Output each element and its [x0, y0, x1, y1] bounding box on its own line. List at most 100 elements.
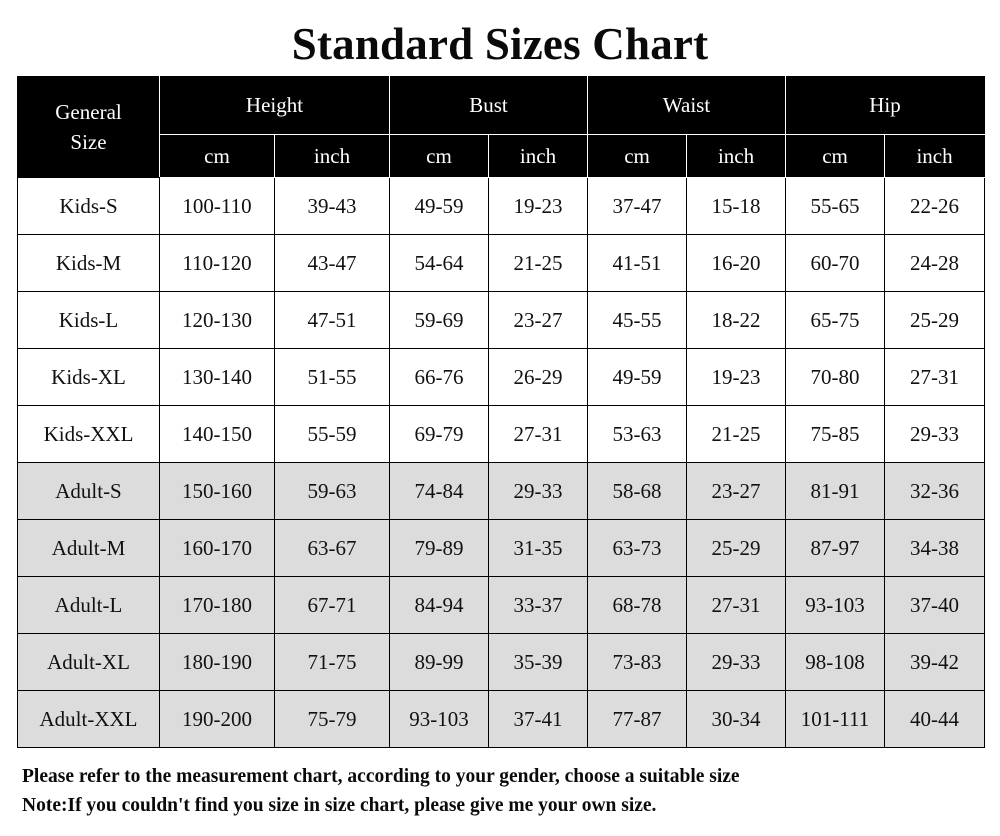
table-row: Kids-XL 130-140 51-55 66-76 26-29 49-59 19-23 7… [17, 348, 986, 406]
cell-height-inch: 67-71 [274, 576, 390, 634]
cell-waist-cm: 41-51 [587, 234, 688, 292]
note-line-2: Note:If you couldn't find you size in si… [22, 795, 657, 816]
size-table: General Size Height Bust Waist Hip cm in… [17, 76, 986, 748]
cell-hip-inch: 27-31 [884, 348, 986, 406]
header-waist: Waist [587, 76, 787, 135]
cell-height-inch: 47-51 [274, 291, 390, 349]
cell-height-cm: 150-160 [159, 462, 275, 520]
cell-height-cm: 100-110 [159, 177, 275, 235]
table-row: Adult-L 170-180 67-71 84-94 33-37 68-78 27-31 9… [17, 576, 986, 634]
general-size-header: General Size [17, 76, 160, 178]
cell-waist-cm: 49-59 [587, 348, 688, 406]
size-label-cell: Adult-S [17, 462, 160, 520]
cell-waist-inch: 30-34 [686, 690, 787, 748]
cell-waist-inch: 23-27 [686, 462, 787, 520]
cell-height-inch: 51-55 [274, 348, 390, 406]
cell-waist-inch: 16-20 [686, 234, 787, 292]
cell-hip-cm: 87-97 [785, 519, 886, 577]
cell-bust-inch: 33-37 [487, 576, 589, 634]
table-row: Adult-XXL 190-200 75-79 93-103 37-41 77-87 30-… [17, 690, 986, 748]
general-size-label-line1: General [55, 100, 122, 124]
cell-height-cm: 120-130 [159, 291, 275, 349]
cell-height-cm: 110-120 [159, 234, 275, 292]
cell-height-inch: 71-75 [274, 633, 390, 691]
cell-bust-inch: 26-29 [487, 348, 589, 406]
table-header: General Size Height Bust Waist Hip cm in… [17, 76, 986, 178]
size-label-cell: Kids-XL [17, 348, 160, 406]
cell-bust-cm: 93-103 [389, 690, 489, 748]
cell-hip-cm: 98-108 [785, 633, 886, 691]
unit-bust-cm: cm [389, 134, 489, 178]
cell-bust-cm: 84-94 [389, 576, 489, 634]
size-label-cell: Kids-XXL [17, 405, 160, 463]
size-label-cell: Kids-L [17, 291, 160, 349]
cell-hip-cm: 101-111 [785, 690, 886, 748]
cell-waist-inch: 19-23 [686, 348, 787, 406]
cell-hip-cm: 81-91 [785, 462, 886, 520]
cell-hip-inch: 34-38 [884, 519, 986, 577]
cell-hip-inch: 25-29 [884, 291, 986, 349]
cell-bust-cm: 49-59 [389, 177, 489, 235]
cell-bust-cm: 69-79 [389, 405, 489, 463]
cell-bust-inch: 31-35 [487, 519, 589, 577]
table-row: Adult-M 160-170 63-67 79-89 31-35 63-73 25-29 8… [17, 519, 986, 577]
cell-bust-cm: 79-89 [389, 519, 489, 577]
note-line-1: Please refer to the measurement chart, a… [22, 766, 740, 787]
cell-waist-inch: 21-25 [686, 405, 787, 463]
cell-bust-cm: 59-69 [389, 291, 489, 349]
header-group-row: General Size Height Bust Waist Hip [17, 76, 986, 178]
cell-hip-cm: 65-75 [785, 291, 886, 349]
cell-bust-inch: 27-31 [487, 405, 589, 463]
cell-height-inch: 59-63 [274, 462, 390, 520]
cell-bust-inch: 37-41 [487, 690, 589, 748]
cell-hip-cm: 75-85 [785, 405, 886, 463]
unit-height-inch: inch [274, 134, 390, 178]
unit-hip-cm: cm [785, 134, 886, 178]
table-row: Kids-S 100-110 39-43 49-59 19-23 37-47 15-18 55… [17, 177, 986, 235]
cell-waist-cm: 68-78 [587, 576, 688, 634]
cell-hip-inch: 39-42 [884, 633, 986, 691]
cell-height-cm: 160-170 [159, 519, 275, 577]
table-row: Kids-L 120-130 47-51 59-69 23-27 45-55 18-22 65… [17, 291, 986, 349]
cell-bust-inch: 21-25 [487, 234, 589, 292]
table-row: Adult-S 150-160 59-63 74-84 29-33 58-68 23-27 8… [17, 462, 986, 520]
cell-bust-cm: 54-64 [389, 234, 489, 292]
cell-hip-inch: 40-44 [884, 690, 986, 748]
size-label-cell: Kids-S [17, 177, 160, 235]
unit-hip-inch: inch [884, 134, 986, 178]
cell-waist-cm: 63-73 [587, 519, 688, 577]
cell-hip-inch: 32-36 [884, 462, 986, 520]
cell-waist-inch: 15-18 [686, 177, 787, 235]
cell-waist-inch: 27-31 [686, 576, 787, 634]
size-label-cell: Adult-M [17, 519, 160, 577]
cell-height-inch: 39-43 [274, 177, 390, 235]
table-row: Adult-XL 180-190 71-75 89-99 35-39 73-83 29-33… [17, 633, 986, 691]
cell-height-cm: 180-190 [159, 633, 275, 691]
cell-waist-cm: 77-87 [587, 690, 688, 748]
table-row: Kids-XXL 140-150 55-59 69-79 27-31 53-63 21-25… [17, 405, 986, 463]
cell-bust-cm: 89-99 [389, 633, 489, 691]
cell-height-cm: 190-200 [159, 690, 275, 748]
table-body: Kids-S 100-110 39-43 49-59 19-23 37-47 15-18 55… [17, 177, 986, 748]
cell-hip-cm: 70-80 [785, 348, 886, 406]
header-hip: Hip [785, 76, 986, 135]
cell-height-cm: 130-140 [159, 348, 275, 406]
cell-waist-inch: 18-22 [686, 291, 787, 349]
header-unit-row: cm inch cm inch cm inch cm inch [18, 134, 986, 178]
cell-hip-inch: 22-26 [884, 177, 986, 235]
size-label-cell: Adult-XXL [17, 690, 160, 748]
unit-waist-inch: inch [686, 134, 787, 178]
size-label-cell: Adult-XL [17, 633, 160, 691]
cell-bust-inch: 35-39 [487, 633, 589, 691]
header-bust: Bust [388, 76, 589, 135]
cell-hip-inch: 24-28 [884, 234, 986, 292]
size-label-cell: Adult-L [17, 576, 160, 634]
cell-waist-cm: 53-63 [587, 405, 688, 463]
cell-waist-inch: 29-33 [686, 633, 787, 691]
unit-waist-cm: cm [587, 134, 688, 178]
cell-hip-inch: 29-33 [884, 405, 986, 463]
cell-bust-inch: 29-33 [487, 462, 589, 520]
notes: Please refer to the measurement chart, a… [22, 762, 740, 820]
cell-height-inch: 63-67 [274, 519, 390, 577]
cell-height-inch: 75-79 [274, 690, 390, 748]
